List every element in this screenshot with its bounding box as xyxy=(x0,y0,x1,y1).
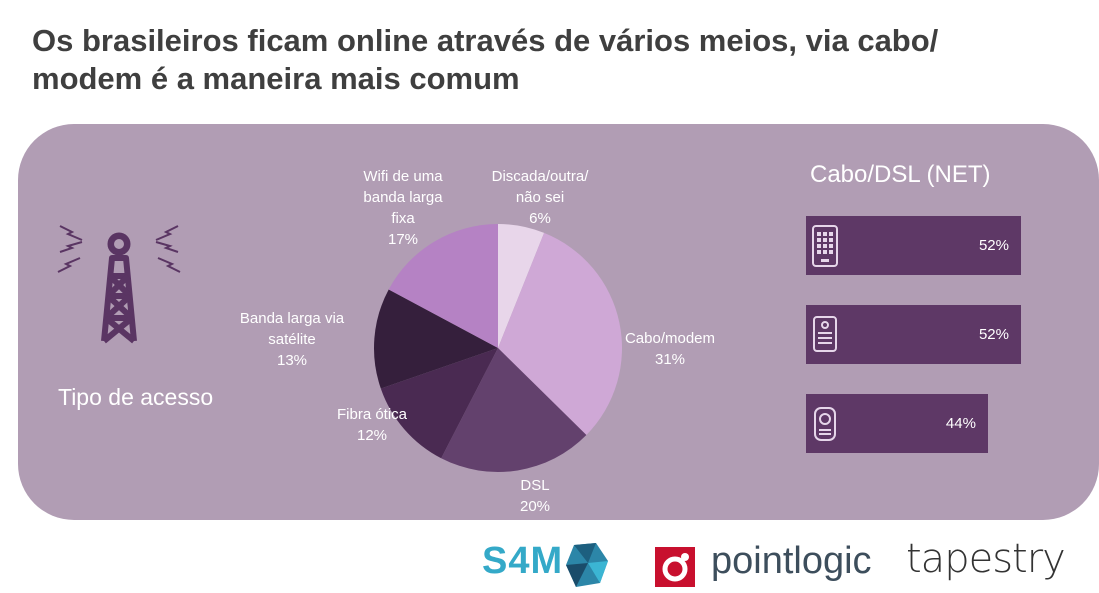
tapestry-logo-text: tapestry xyxy=(906,536,1066,582)
bar-value: 52% xyxy=(978,326,1009,343)
tablet-icon xyxy=(812,225,838,267)
pie-slice-label-0: Discada/outra/ não sei 6% xyxy=(491,168,589,227)
bar-router: 44% xyxy=(806,394,988,453)
radio-tower-icon xyxy=(57,225,181,344)
bar-tablet: 52% xyxy=(806,216,1021,275)
pie-slice-4 xyxy=(374,289,498,389)
pie-slice-label-5: Wifi de uma banda larga fixa 17% xyxy=(363,168,443,248)
pie-slice-0 xyxy=(498,224,545,348)
access-type-label: Tipo de acesso xyxy=(58,384,214,410)
bar-ereader: 52% xyxy=(806,305,1021,364)
pie-slice-3 xyxy=(380,348,498,459)
pointlogic-logo-text: pointlogic xyxy=(711,540,872,582)
pointlogic-logo-icon xyxy=(655,547,695,587)
s4m-logo-icon xyxy=(566,543,608,587)
pie-slice-label-2: DSL 20% xyxy=(519,477,551,515)
cable-dsl-title: Cabo/DSL (NET) xyxy=(810,161,991,188)
bar-value: 44% xyxy=(945,415,976,432)
pie-slice-label-1: Cabo/modem 31% xyxy=(624,330,716,368)
pie-slice-label-4: Banda larga via satélite 13% xyxy=(239,310,345,369)
pie-slice-label-3: Fibra ótica 12% xyxy=(336,406,408,444)
pie-slice-1 xyxy=(498,232,622,435)
pie-slice-5 xyxy=(388,223,498,348)
router-icon xyxy=(814,407,836,441)
ereader-icon xyxy=(813,316,837,352)
page-title: Os brasileiros ficam online através de v… xyxy=(32,23,939,96)
s4m-logo-text: S4M xyxy=(482,540,564,582)
pie-slice-2 xyxy=(441,348,587,472)
bar-value: 52% xyxy=(978,237,1009,254)
